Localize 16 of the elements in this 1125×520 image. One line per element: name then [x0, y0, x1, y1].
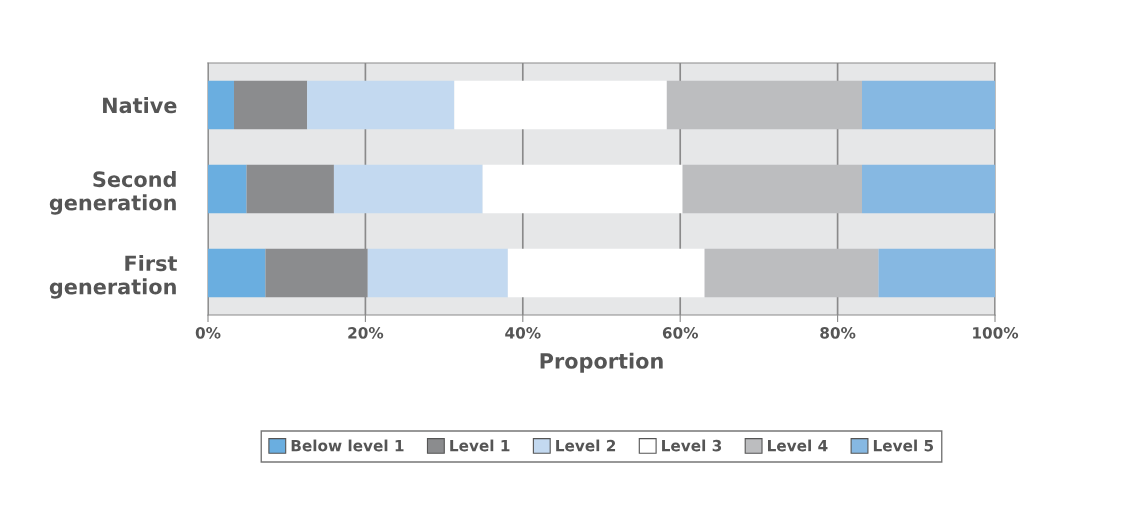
y-tick-label: First generation [49, 255, 177, 299]
legend-label: Below level 1 [291, 439, 404, 452]
legend-label: Level 4 [768, 439, 828, 452]
x-tick-label: 60% [662, 327, 698, 339]
y-tick-label: Native [103, 97, 177, 114]
legend-label: Level 1 [450, 439, 510, 452]
y-tick-label: Second generation [49, 171, 176, 215]
x-tick-label: 20% [348, 327, 384, 339]
x-axis-title: Proportion [540, 352, 663, 373]
x-tick-label: 100% [973, 327, 1019, 339]
x-tick-label: 0% [195, 327, 221, 339]
legend-label: Level 3 [662, 439, 722, 452]
x-tick-label: 40% [505, 327, 541, 339]
legend-label: Level 5 [873, 439, 934, 452]
x-tick-label: 80% [820, 327, 856, 339]
legend-label: Level 2 [556, 439, 616, 452]
